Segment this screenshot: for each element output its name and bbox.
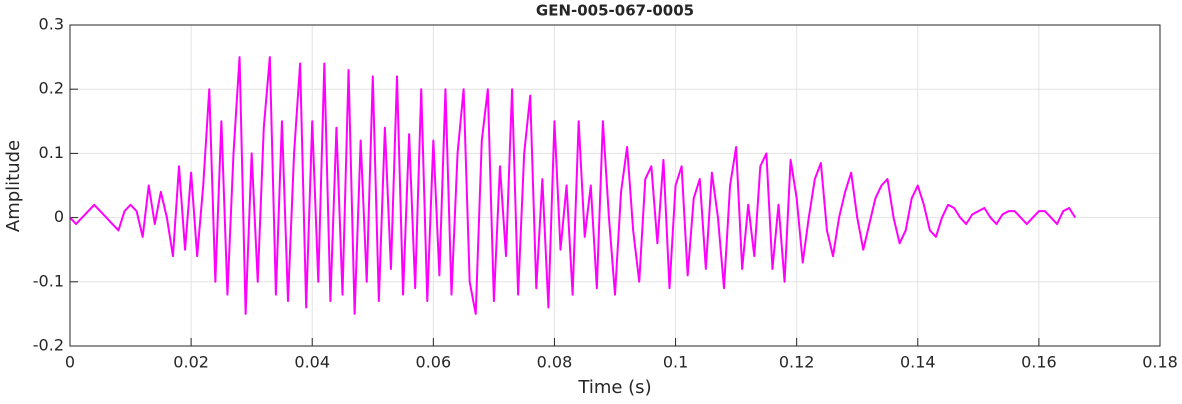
x-tick-label: 0.04 xyxy=(294,353,330,372)
x-tick-label: 0.14 xyxy=(900,353,936,372)
y-axis-label: Amplitude xyxy=(3,140,24,232)
x-tick-label: 0.08 xyxy=(537,353,573,372)
x-tick-label: 0.18 xyxy=(1142,353,1178,372)
plot-frame xyxy=(69,24,1161,347)
y-tick-label: 0.3 xyxy=(39,15,64,34)
chart-title: GEN-005-067-0005 xyxy=(536,2,694,20)
y-tick-label: 0 xyxy=(54,207,64,226)
y-tick-label: -0.2 xyxy=(33,336,64,355)
y-tick-label: 0.2 xyxy=(39,79,64,98)
waveform-line xyxy=(69,56,1077,315)
x-tick-label: 0.16 xyxy=(1021,353,1057,372)
x-axis-label: Time (s) xyxy=(577,377,651,398)
x-tick-label: 0.06 xyxy=(416,353,452,372)
y-tick-label: 0.1 xyxy=(39,143,64,162)
y-tick-label: -0.1 xyxy=(33,271,64,290)
x-tick-label: 0.02 xyxy=(173,353,209,372)
x-tick-label: 0.12 xyxy=(779,353,815,372)
x-tick-label: 0.1 xyxy=(663,353,688,372)
x-tick-label: 0 xyxy=(65,353,75,372)
